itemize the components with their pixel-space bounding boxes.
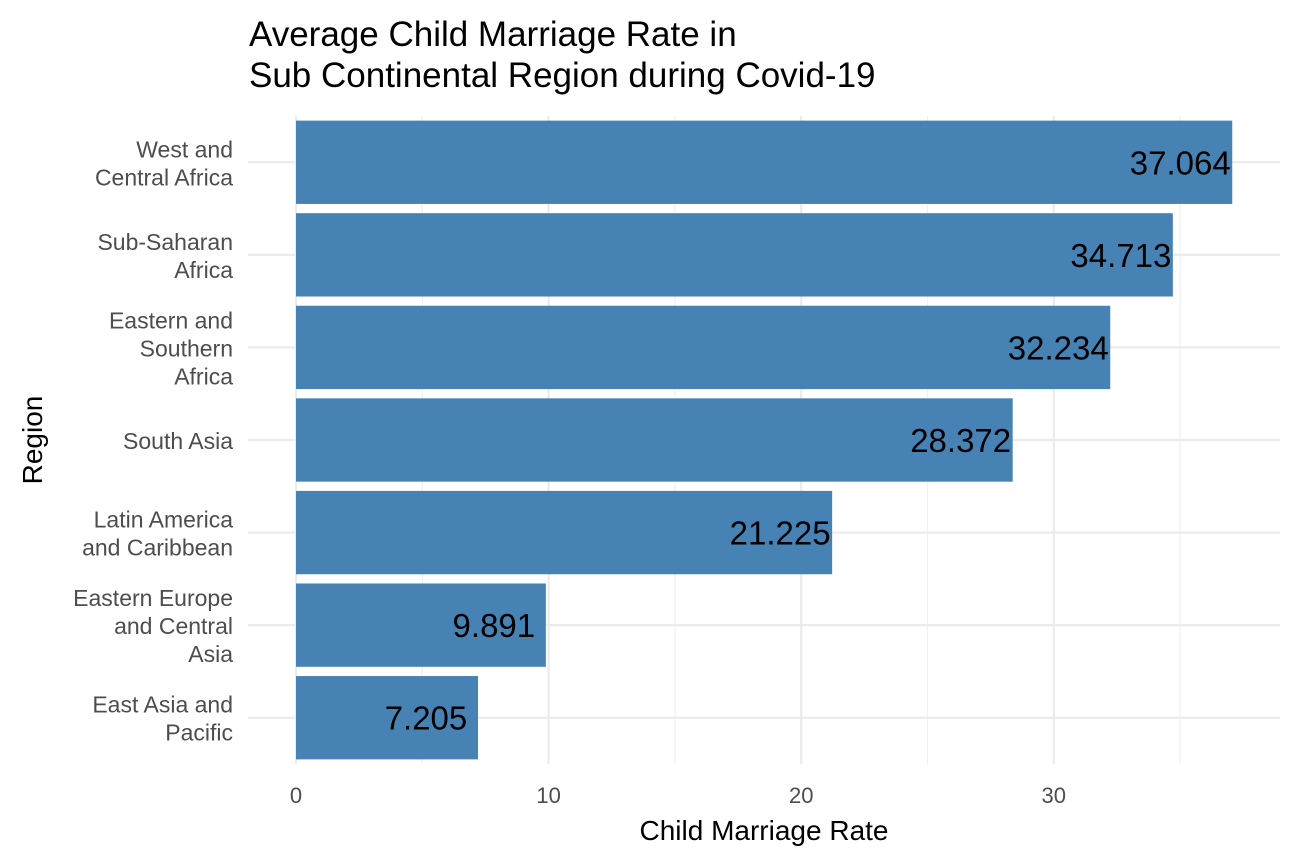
bar-value-label: 21.225 [730,515,831,552]
bar [296,398,1013,482]
category-label: East Asia and Pacific [92,692,233,746]
bar [296,120,1233,204]
x-tick-label: 0 [290,783,302,808]
chart-title-line-1: Average Child Marriage Rate in [249,15,737,54]
x-tick-label: 10 [536,783,560,808]
bar [296,583,546,667]
bar [296,676,478,760]
chart-title-line-2: Sub Continental Region during Covid-19 [249,56,876,95]
bar-value-label: 9.891 [453,607,536,644]
bar-value-label: 32.234 [1008,329,1109,366]
category-label: Eastern and Southern Africa [109,307,233,389]
bar [296,490,833,575]
category-label: Sub-Saharan Africa [97,229,233,283]
category-label: West and Central Africa [95,136,233,190]
x-tick-label: 20 [789,783,813,808]
category-label: Eastern Europe and Central Asia [73,585,233,667]
category-label: Latin America and Caribbean [82,507,233,561]
bar-value-label: 37.064 [1130,144,1231,181]
bar [296,213,1173,297]
bar-value-label: 34.713 [1070,237,1171,274]
y-axis-title: Region [17,396,48,485]
bar [296,305,1111,390]
bar-value-label: 28.372 [910,422,1011,459]
bar-value-label: 7.205 [385,700,468,737]
x-tick-label: 30 [1042,783,1066,808]
category-label: South Asia [123,428,233,454]
x-axis-title: Child Marriage Rate [640,815,889,846]
